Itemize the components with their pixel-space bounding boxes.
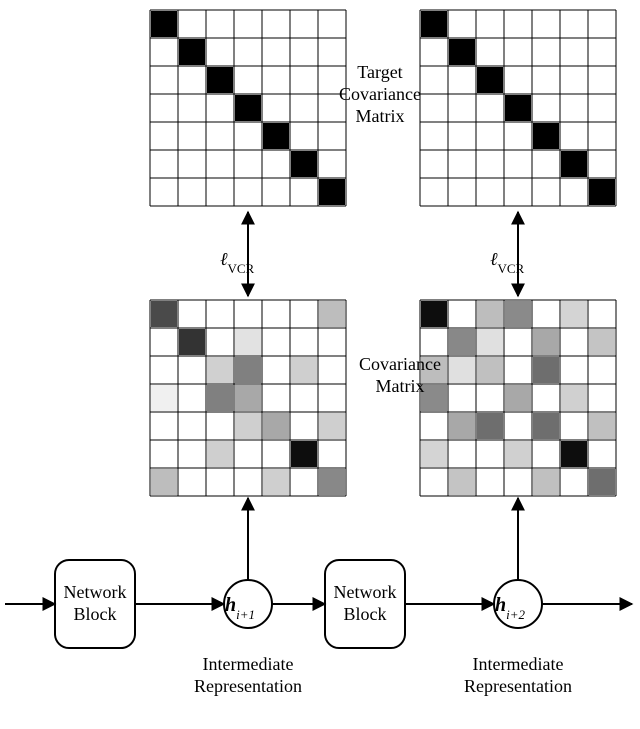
target-cov-label: TargetCovarianceMatrix xyxy=(339,62,421,126)
cov-matrix-right xyxy=(420,300,616,496)
cov-matrix-left xyxy=(150,300,346,496)
intermediate-rep-label-right: IntermediateRepresentation xyxy=(464,654,572,696)
lvcr-label-right: ℓVCR xyxy=(490,249,525,276)
network-block-label-right: NetworkBlock xyxy=(334,582,397,624)
intermediate-rep-label-left: IntermediateRepresentation xyxy=(194,654,302,696)
target-cov-matrix-left xyxy=(150,10,346,206)
lvcr-label-left: ℓVCR xyxy=(220,249,255,276)
network-block-label-left: NetworkBlock xyxy=(64,582,127,624)
target-cov-matrix-right xyxy=(420,10,616,206)
